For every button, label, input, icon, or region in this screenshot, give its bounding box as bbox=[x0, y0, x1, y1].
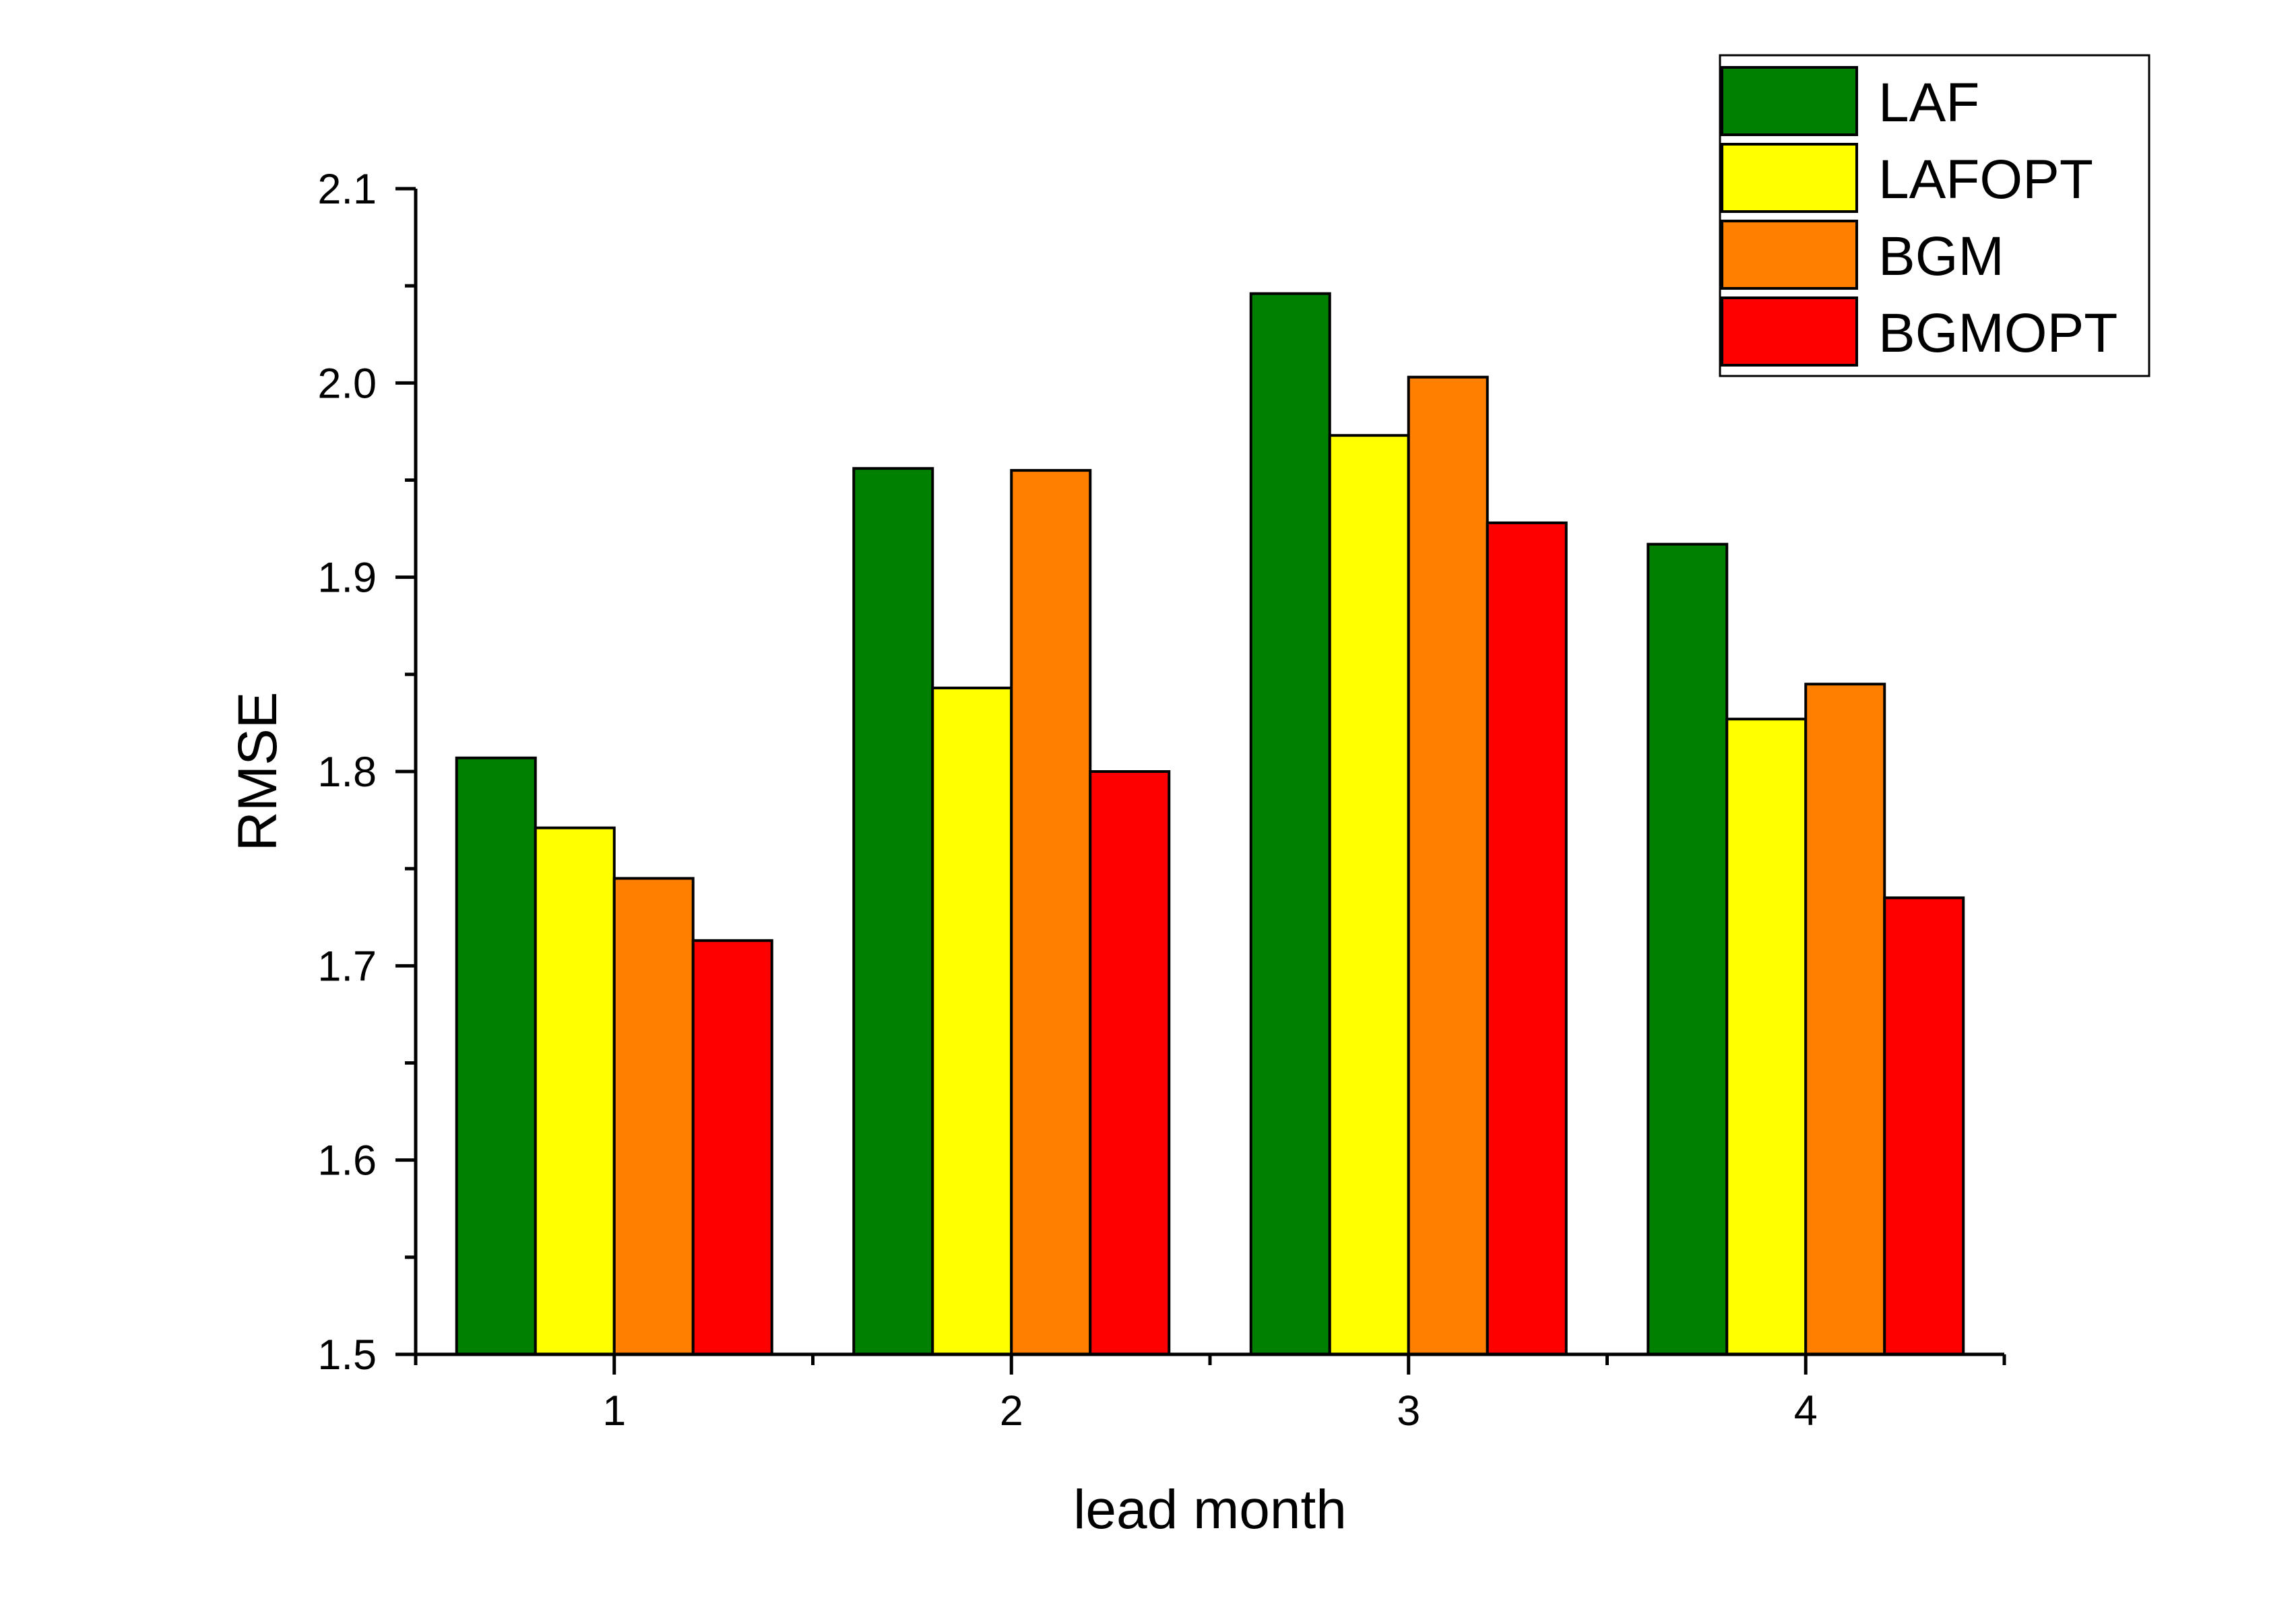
legend-label-bgm: BGM bbox=[1878, 226, 2004, 287]
bar-bgm-month-4 bbox=[1804, 683, 1886, 1356]
bars-group bbox=[455, 292, 1965, 1356]
y-tick-label: 2.0 bbox=[317, 360, 377, 407]
legend-swatch-laf bbox=[1721, 66, 1858, 136]
legend-swatch-lafopt bbox=[1721, 143, 1858, 213]
bar-lafopt-month-4 bbox=[1725, 718, 1808, 1356]
bar-laf-month-1 bbox=[455, 756, 537, 1356]
x-tick-label: 3 bbox=[1397, 1387, 1420, 1435]
bar-laf-month-2 bbox=[852, 467, 934, 1356]
bar-bgmopt-month-1 bbox=[691, 939, 773, 1356]
bar-lafopt-month-3 bbox=[1328, 434, 1410, 1356]
y-tick-label: 2.1 bbox=[317, 166, 377, 213]
legend-label-lafopt: LAFOPT bbox=[1878, 149, 2093, 210]
legend-swatch-bgm bbox=[1721, 220, 1858, 290]
bar-bgm-month-2 bbox=[1010, 469, 1092, 1356]
x-tick-label: 2 bbox=[1000, 1387, 1023, 1435]
bar-laf-month-3 bbox=[1249, 292, 1331, 1356]
bar-laf-month-4 bbox=[1647, 542, 1729, 1356]
bar-bgm-month-1 bbox=[612, 877, 695, 1356]
legend-label-laf: LAF bbox=[1878, 72, 1979, 133]
y-tick-label: 1.6 bbox=[317, 1137, 377, 1185]
x-axis-title: lead month bbox=[1073, 1479, 1347, 1540]
y-tick-label: 1.8 bbox=[317, 749, 377, 796]
x-tick-label: 1 bbox=[602, 1387, 626, 1435]
bar-bgmopt-month-4 bbox=[1883, 896, 1965, 1356]
y-tick-label: 1.9 bbox=[317, 555, 377, 602]
y-axis-title: RMSE bbox=[227, 692, 288, 852]
legend-swatch-bgmopt bbox=[1721, 296, 1858, 367]
legend: LAF LAFOPT BGM BGMOPT bbox=[1719, 54, 2150, 377]
x-ticks-group: 1 2 3 4 bbox=[414, 1354, 2006, 1435]
y-ticks-group: 1.5 1.6 1.7 1.8 1.9 2.0 2.1 bbox=[317, 166, 416, 1379]
legend-label-bgmopt: BGMOPT bbox=[1878, 303, 2117, 364]
y-tick-label: 1.5 bbox=[317, 1331, 377, 1379]
bar-lafopt-month-2 bbox=[931, 687, 1013, 1356]
x-tick-label: 4 bbox=[1794, 1387, 1818, 1435]
bar-bgmopt-month-3 bbox=[1486, 521, 1568, 1356]
bar-lafopt-month-1 bbox=[534, 826, 616, 1356]
y-tick-label: 1.7 bbox=[317, 943, 377, 990]
bar-bgmopt-month-2 bbox=[1089, 770, 1171, 1356]
bar-bgm-month-3 bbox=[1407, 375, 1489, 1356]
